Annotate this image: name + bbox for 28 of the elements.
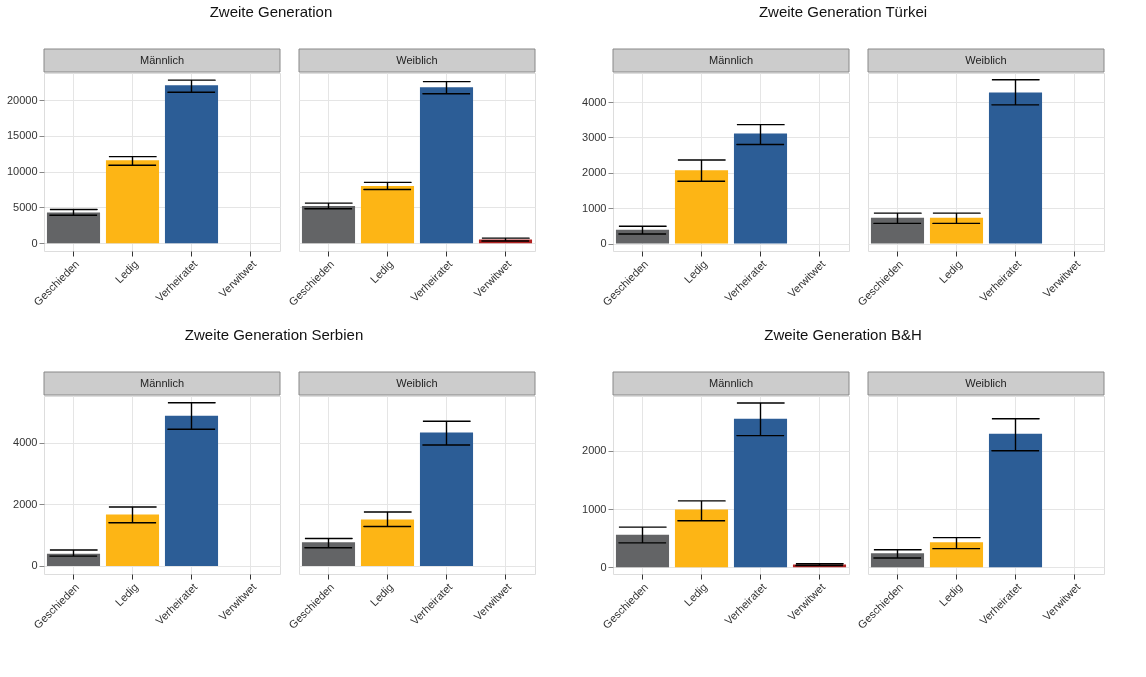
y-tick-label: 2000: [582, 444, 607, 457]
chart-subtitle: Männlich: [139, 54, 185, 66]
y-tick-label: 5000: [13, 200, 38, 213]
y-tick-label: 2000: [13, 497, 38, 510]
chart-subtitle: Männlich: [139, 377, 185, 389]
chart-subtitle: Weiblich: [396, 377, 438, 389]
y-tick-label: 0: [31, 236, 38, 249]
y-tick-label: 10000: [6, 165, 38, 178]
y-tick-label: 2000: [582, 166, 607, 179]
chart-title: Zweite Generation B&H: [764, 326, 922, 343]
chart-subtitle: Weiblich: [396, 54, 438, 66]
chart-subtitle: Männlich: [708, 377, 754, 389]
chart-subtitle: Männlich: [708, 54, 754, 66]
chart-title: Zweite Generation Türkei: [758, 3, 928, 20]
y-tick-label: 0: [31, 559, 38, 572]
y-tick-label: 4000: [13, 436, 38, 449]
y-tick-label: 0: [600, 237, 607, 250]
y-tick-label: 0: [600, 560, 607, 573]
y-tick-label: 1000: [582, 502, 607, 515]
y-tick-label: 1000: [582, 201, 607, 214]
chart-subtitle: Weiblich: [965, 54, 1007, 66]
chart-title: Zweite Generation: [209, 3, 333, 20]
y-tick-label: 20000: [6, 93, 38, 106]
chart-subtitle: Weiblich: [965, 377, 1007, 389]
y-tick-label: 15000: [6, 129, 38, 142]
chart-title: Zweite Generation Serbien: [184, 326, 364, 343]
y-tick-label: 3000: [582, 130, 607, 143]
y-tick-label: 4000: [582, 95, 607, 108]
